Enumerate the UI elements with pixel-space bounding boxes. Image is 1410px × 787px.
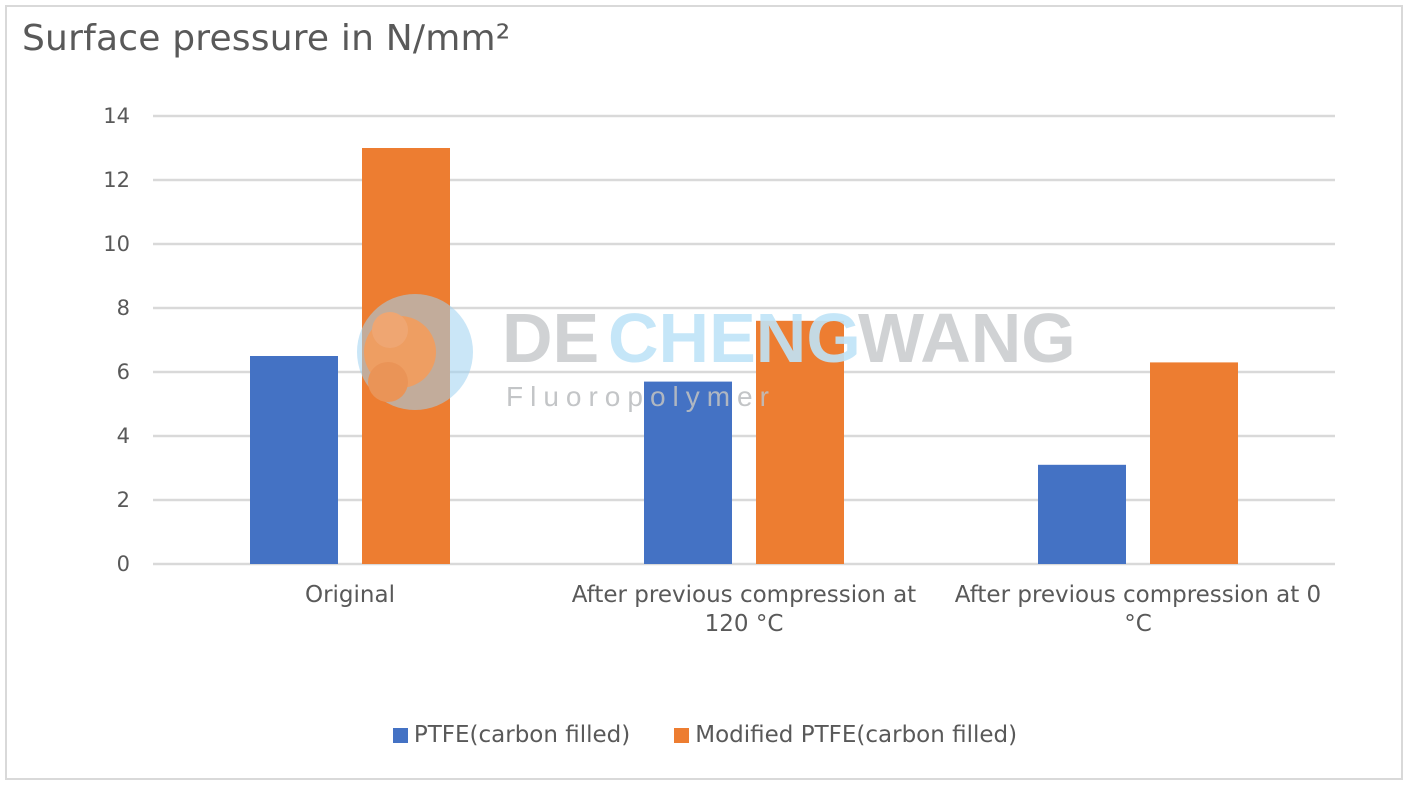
legend-swatch-ptfe: [392, 727, 408, 743]
y-tick-label: 8: [117, 296, 130, 320]
bar-ptfe-0: [250, 356, 338, 564]
x-tick-label: Original: [305, 582, 395, 608]
y-tick-label: 4: [117, 424, 130, 448]
bar-ptfe-2: [1038, 464, 1126, 564]
bar-modified-ptfe-1: [756, 320, 844, 564]
y-tick-label: 6: [117, 360, 130, 384]
y-tick-label: 0: [117, 552, 130, 576]
legend-label-ptfe: PTFE(carbon filled): [413, 722, 631, 748]
chart-title: Surface pressure in N/mm²: [22, 18, 511, 59]
legend-item-ptfe: PTFE(carbon filled): [392, 722, 631, 748]
bar-modified-ptfe-2: [1150, 362, 1238, 564]
x-tick-label: After previous compression at 0: [955, 582, 1321, 608]
legend-label-modified-ptfe: Modified PTFE(carbon filled): [695, 722, 1018, 748]
chart-legend: PTFE(carbon filled) Modified PTFE(carbon…: [0, 722, 1410, 748]
legend-item-modified-ptfe: Modified PTFE(carbon filled): [674, 722, 1017, 748]
x-tick-label: °C: [1124, 611, 1152, 637]
y-tick-label: 12: [103, 168, 130, 192]
y-tick-label: 14: [103, 104, 130, 128]
y-tick-label: 10: [103, 232, 130, 256]
x-tick-label: 120 °C: [705, 611, 784, 637]
x-tick-label: After previous compression at: [572, 582, 916, 608]
bar-ptfe-1: [644, 381, 732, 564]
bar-modified-ptfe-0: [362, 148, 450, 564]
y-tick-label: 2: [117, 488, 130, 512]
legend-swatch-modified-ptfe: [674, 727, 690, 743]
